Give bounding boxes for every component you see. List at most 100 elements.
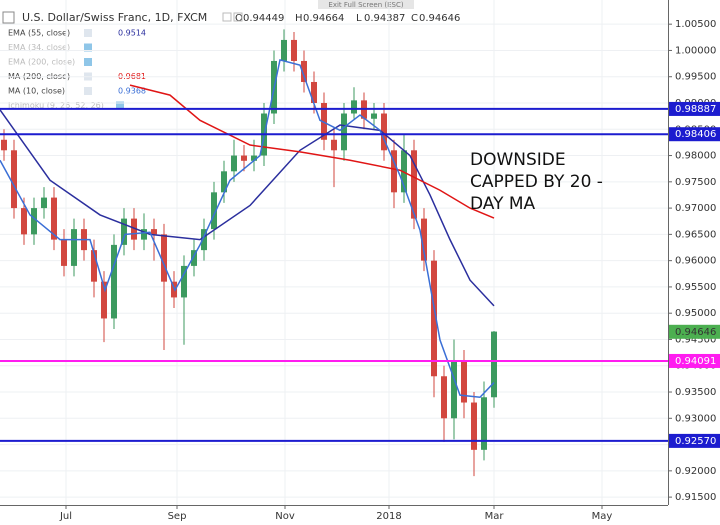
indicator-line [0,109,495,307]
y-tick-label: 1.00000 [675,45,716,56]
level-tag [669,127,720,142]
legend-hidden-name: EMA (34, close) [8,43,70,52]
candle-body [111,244,117,319]
candle-body [401,150,407,193]
indicator-line [129,84,495,219]
x-tick-label: Jul [59,511,72,522]
annotation: CAPPED BY 20 - [470,172,603,192]
legend-hidden-name: EMA (200, close) [8,58,75,67]
y-tick-label: 0.97500 [675,177,716,188]
ohlc-value: 0.94646 [419,13,460,24]
ohlc-key: O [235,13,243,24]
header-icon [233,12,243,22]
level-label: 0.98887 [675,104,716,115]
y-tick-label: 0.95000 [675,308,716,319]
candle-body [251,155,257,161]
indicator-line [0,58,495,399]
y-tick-label: 0.97000 [675,203,716,214]
symbol-icon[interactable] [2,11,15,24]
legend-value: 0.9368 [118,87,146,96]
level-tag [669,101,720,116]
level-label: 0.92570 [675,436,716,447]
last-price-tag [669,324,720,339]
candle-body [61,239,67,266]
candle-body [71,229,77,266]
y-tick-label: 0.93000 [675,413,716,424]
candle-body [291,39,297,61]
candle-body [381,113,387,151]
legend-name: EMA (55, close) [8,29,70,38]
candle-body [21,208,27,235]
x-tick-label: May [592,511,613,522]
candle-body [221,171,227,193]
ohlc-value: 0.94664 [303,13,344,24]
candle-body [281,39,287,61]
exit-label[interactable]: Exit Full Screen (ESC) [328,1,403,9]
level-label: 0.94091 [675,356,716,367]
candle-body [451,360,457,419]
y-tick-label: 0.99500 [675,72,716,83]
ohlc-value: 0.94387 [364,13,405,24]
candle-body [371,113,377,119]
candle-body [231,155,237,172]
candle-body [351,100,357,114]
y-tick-label: 0.91500 [675,492,716,503]
candle-body [331,139,337,151]
y-tick-label: 0.93500 [675,387,716,398]
candle-body [321,102,327,140]
candle-body [41,197,47,209]
candle-body [31,208,37,235]
x-tick-label: Nov [275,511,295,522]
chart-title: U.S. Dollar/Swiss Franc, 1D, FXCM [22,11,207,24]
y-tick-label: 0.96500 [675,229,716,240]
candle-body [51,197,57,240]
exit-tab[interactable] [318,0,414,9]
candle-body [241,155,247,161]
candle-body [0,139,7,151]
ohlc-header: O 0.94449 H 0.94664 L 0.94387 C 0.94646 [222,12,460,24]
y-tick-label: 0.98000 [675,151,716,162]
candle-body [481,397,487,450]
annotation: DAY MA [470,194,536,214]
y-tick-label: 0.96000 [675,256,716,267]
ohlc-key: H [295,13,303,24]
candle-body [11,150,17,209]
ohlc-key: L [356,13,362,24]
candle-body [491,331,497,398]
legend-icon [84,29,92,37]
candle-body [201,229,207,251]
legend-icon [84,87,92,95]
y-tick-label: 1.00500 [675,19,716,30]
x-tick-label: Sep [168,511,187,522]
legend-name: MA (10, close) [8,87,65,96]
candle-body [211,192,217,230]
last-price-label: 0.94646 [675,327,716,338]
candle-body [151,229,157,235]
y-tick-label: 0.94500 [675,334,716,345]
candle-body [161,234,167,282]
candle-body [421,218,427,261]
candle-body [311,81,317,103]
y-tick-label: 0.95500 [675,282,716,293]
level-tag [669,433,720,448]
candle-body [461,360,467,403]
candle-body [101,281,107,319]
annotation: DOWNSIDE [470,150,566,170]
level-tag [669,353,720,368]
candle-body [441,376,447,419]
level-label: 0.98406 [675,129,716,140]
candle-body [91,250,97,282]
candle-body [341,113,347,151]
candle-body [131,218,137,240]
candle-body [471,402,477,450]
candle-body [391,150,397,193]
candle-body [141,229,147,240]
header-icon [222,12,232,22]
legend-icon [116,101,124,110]
y-tick-label: 0.92000 [675,466,716,477]
legend-value: 0.9514 [118,29,146,38]
x-tick-label: Mar [485,511,505,522]
candle-body [121,218,127,245]
